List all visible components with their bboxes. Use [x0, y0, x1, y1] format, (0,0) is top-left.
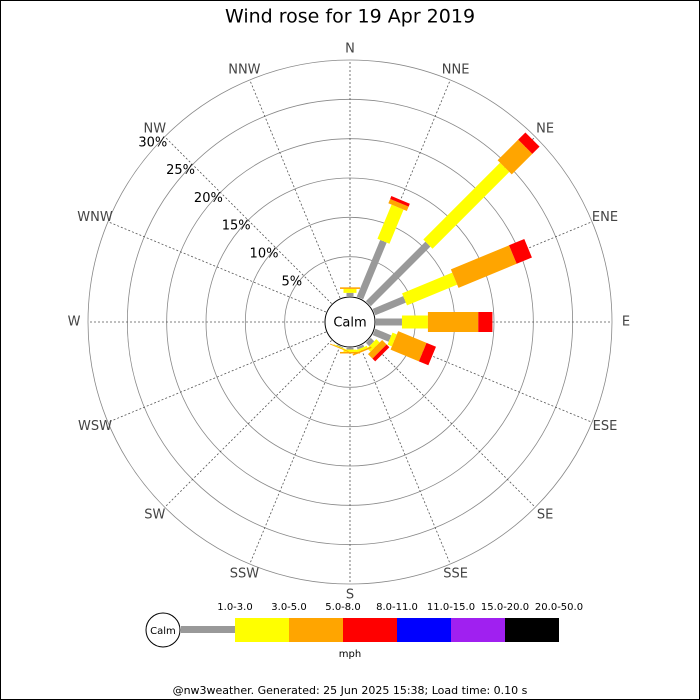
spoke — [107, 221, 327, 313]
legend-swatch — [451, 618, 505, 642]
spoke — [164, 136, 332, 304]
bar-segment — [336, 344, 344, 349]
chart-title: Wind rose for 19 Apr 2019 — [225, 6, 475, 28]
bar-segment — [333, 344, 346, 350]
bar-segment — [372, 296, 406, 316]
spoke — [359, 79, 451, 299]
spoke — [373, 331, 593, 423]
bar-segment — [356, 239, 387, 300]
direction-label: WNW — [77, 210, 113, 225]
bar-segment — [346, 292, 354, 296]
direction-label: S — [346, 588, 354, 603]
legend-label: 3.0-5.0 — [271, 602, 306, 613]
direction-label: W — [68, 315, 81, 330]
direction-label: E — [622, 315, 630, 330]
legend-swatch — [505, 618, 559, 642]
legend-calm — [145, 612, 181, 648]
legend-label: 1.0-3.0 — [217, 602, 252, 613]
bar-segment — [356, 344, 365, 350]
spoke — [249, 79, 341, 299]
direction-label: SW — [144, 508, 165, 523]
bar-segment — [372, 328, 392, 342]
bar-segment — [365, 241, 431, 307]
direction-label: ESE — [593, 419, 618, 434]
calm-circle — [324, 296, 376, 348]
bar-segment — [418, 342, 436, 366]
bar-segment — [343, 288, 357, 293]
legend-label: 15.0-20.0 — [481, 602, 529, 613]
bar-segment — [365, 337, 375, 347]
legend-swatch — [397, 618, 451, 642]
spoke — [249, 345, 341, 565]
direction-label: N — [345, 42, 355, 57]
bar-segment — [329, 343, 349, 353]
legend-swatch — [343, 618, 397, 642]
ring — [87, 59, 613, 585]
legend-label: 11.0-15.0 — [427, 602, 475, 613]
direction-label: SE — [537, 508, 553, 523]
bar-segment — [346, 348, 354, 350]
r-tick-label: 10% — [250, 247, 279, 262]
bar-segment — [478, 312, 493, 332]
legend-swatch — [181, 626, 235, 633]
spoke — [359, 345, 451, 565]
direction-label: SSW — [230, 567, 260, 582]
direction-label: NNE — [442, 62, 470, 77]
legend-swatch — [289, 618, 343, 642]
bar-segment — [518, 132, 540, 154]
bar-segment — [402, 272, 458, 306]
direction-label: NW — [144, 121, 167, 136]
bar-segment — [388, 198, 409, 211]
calm-label: Calm — [333, 316, 366, 331]
direction-label: NNW — [228, 62, 260, 77]
bar-segment — [450, 245, 517, 288]
direction-label: WSW — [78, 419, 112, 434]
direction-label: NE — [536, 121, 554, 136]
legend-calm-label: Calm — [150, 626, 176, 637]
bar-segment — [387, 332, 397, 347]
r-tick-label: 25% — [166, 163, 195, 178]
r-tick-label: 30% — [138, 135, 167, 150]
direction-label: ENE — [592, 210, 618, 225]
r-tick-label: 15% — [222, 219, 251, 234]
legend-label: 20.0-50.0 — [535, 602, 583, 613]
bar-segment — [390, 196, 410, 207]
bar-segment — [509, 238, 532, 264]
bar-segment — [427, 312, 479, 332]
spoke — [164, 340, 332, 508]
legend-label: 5.0-8.0 — [325, 602, 360, 613]
bar-segment — [401, 315, 428, 329]
bar-segment — [367, 339, 387, 359]
bar-segment — [354, 345, 368, 353]
bar-segment — [372, 344, 390, 362]
r-tick-label: 5% — [281, 274, 302, 289]
bar-segment — [497, 139, 533, 175]
bar-segment — [340, 287, 360, 289]
spoke — [107, 331, 327, 423]
legend-swatch — [235, 618, 289, 642]
bar-segment — [376, 318, 402, 326]
direction-label: SSE — [443, 567, 468, 582]
bar-segment — [390, 331, 427, 362]
r-tick-label: 20% — [194, 191, 223, 206]
bar-segment — [340, 351, 360, 354]
legend-unit: mph — [339, 649, 361, 660]
legend-label: 8.0-11.0 — [376, 602, 418, 613]
bar-segment — [423, 162, 510, 249]
footer: @nw3weather. Generated: 25 Jun 2025 15:3… — [173, 684, 528, 697]
bar-segment — [377, 204, 404, 244]
spoke — [368, 340, 536, 508]
